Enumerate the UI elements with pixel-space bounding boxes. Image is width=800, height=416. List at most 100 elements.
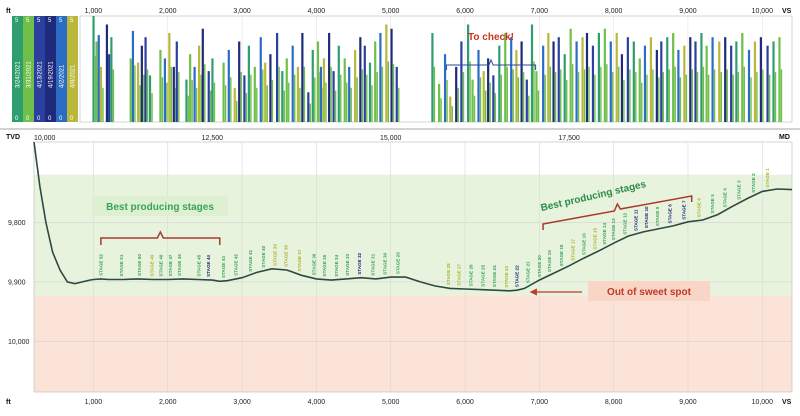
production-bar bbox=[492, 75, 495, 122]
bottom-axis-unit: ft bbox=[6, 399, 11, 406]
stage-labels: STAGE 52 STAGE 51 STAGE 50 STAGE 49 STAGE 48… bbox=[98, 168, 770, 288]
production-bar bbox=[683, 45, 686, 122]
production-bar-secondary bbox=[283, 90, 286, 122]
production-bar bbox=[455, 66, 458, 122]
best-stages-label-left: Best producing stages bbox=[106, 202, 214, 213]
production-bar-secondary bbox=[500, 74, 503, 122]
legend-date-label: 4/8/2021 bbox=[71, 64, 77, 88]
production-bar bbox=[711, 37, 714, 123]
production-bar bbox=[291, 45, 294, 122]
md-tick-label: 17,500 bbox=[558, 135, 580, 142]
production-bar bbox=[620, 54, 624, 122]
vs-tick-label: 8,000 bbox=[605, 399, 623, 406]
legend-column bbox=[23, 16, 34, 122]
production-bar bbox=[438, 83, 441, 122]
production-bar bbox=[504, 32, 507, 122]
production-bar-secondary bbox=[623, 79, 625, 122]
production-bar-secondary bbox=[350, 87, 352, 122]
production-bar-secondary bbox=[340, 74, 342, 122]
production-bar-secondary bbox=[346, 82, 348, 122]
stage-label: STAGE 14 bbox=[602, 222, 607, 244]
production-bar-secondary bbox=[278, 66, 280, 122]
best-stages-label-box bbox=[92, 196, 228, 216]
md-tick-label: 15,000 bbox=[380, 135, 402, 142]
stage-label: STAGE 39 bbox=[272, 244, 277, 266]
production-bar bbox=[569, 28, 572, 122]
production-bar bbox=[460, 41, 463, 122]
production-bar bbox=[390, 28, 393, 122]
stage-label: STAGE 32 bbox=[357, 252, 362, 274]
stage-label: STAGE 47 bbox=[168, 254, 173, 276]
production-bar bbox=[148, 75, 152, 122]
production-bar-secondary bbox=[479, 77, 482, 122]
stage-label: STAGE 46 bbox=[177, 254, 182, 276]
production-bar bbox=[547, 32, 550, 122]
production-bar-secondary bbox=[506, 66, 508, 122]
production-bar-secondary bbox=[433, 66, 436, 122]
production-bar bbox=[159, 49, 162, 122]
production-bar-secondary bbox=[236, 100, 238, 122]
production-bar bbox=[368, 62, 372, 122]
stage-label: STAGE 15 bbox=[593, 227, 598, 249]
stage-label: STAGE 9 bbox=[655, 206, 660, 226]
vs-tick-label: 7,000 bbox=[531, 399, 549, 406]
production-bar bbox=[264, 62, 267, 122]
production-bar-secondary bbox=[668, 69, 670, 122]
trajectory-plot-frame bbox=[33, 141, 793, 393]
production-bar bbox=[110, 37, 113, 123]
vs-tick-label: 2,000 bbox=[159, 399, 177, 406]
production-bar-secondary bbox=[629, 69, 631, 122]
production-bar bbox=[705, 45, 708, 122]
production-bar-secondary bbox=[334, 90, 337, 122]
production-plot-frame bbox=[79, 15, 793, 123]
stage-label: STAGE 52 bbox=[98, 254, 103, 276]
production-bar-secondary bbox=[762, 69, 764, 122]
production-bar bbox=[301, 32, 304, 122]
stage-label: STAGE 21 bbox=[526, 261, 531, 283]
stage-label: STAGE 1 bbox=[765, 168, 770, 188]
top-tick-label: 8,000 bbox=[605, 8, 623, 15]
top-tick-label: 2,000 bbox=[159, 8, 177, 15]
stage-label: STAGE 40 bbox=[261, 245, 266, 267]
production-bar bbox=[296, 66, 300, 122]
production-bar-secondary bbox=[702, 66, 705, 122]
legend-column bbox=[45, 16, 56, 122]
production-bar bbox=[643, 45, 647, 122]
production-bar-secondary bbox=[618, 66, 620, 122]
production-bar bbox=[724, 37, 727, 123]
production-bar bbox=[655, 49, 658, 122]
md-tick-label: 12,500 bbox=[202, 135, 224, 142]
production-bar-secondary bbox=[294, 74, 296, 122]
stage-label: STAGE 23 bbox=[504, 265, 509, 287]
production-bar bbox=[694, 41, 697, 122]
panel-separator bbox=[0, 128, 800, 130]
production-bar-secondary bbox=[195, 87, 198, 122]
production-bar-secondary bbox=[469, 61, 471, 122]
production-bar bbox=[449, 96, 452, 122]
production-bar-secondary bbox=[658, 77, 660, 122]
production-bar bbox=[92, 16, 95, 122]
production-bar bbox=[689, 37, 692, 123]
production-bar-secondary bbox=[462, 72, 465, 122]
production-bar bbox=[638, 58, 641, 122]
production-bar bbox=[363, 45, 366, 122]
production-bar bbox=[700, 32, 703, 122]
production-bar bbox=[379, 32, 382, 122]
stage-label: STAGE 13 bbox=[611, 218, 616, 240]
production-bar bbox=[337, 45, 340, 122]
production-bar-secondary bbox=[537, 90, 540, 122]
production-bar-secondary bbox=[457, 87, 459, 122]
vs-tick-label: 6,000 bbox=[456, 399, 474, 406]
production-bar bbox=[172, 66, 175, 122]
production-bar bbox=[105, 24, 109, 123]
production-bar bbox=[185, 79, 188, 122]
production-bar-secondary bbox=[446, 79, 448, 122]
vs-tick-label: 1,000 bbox=[85, 399, 103, 406]
production-panel: ft VS 1,000 2,000 3,000 4,000 5,000 6,000 7,00… bbox=[0, 0, 800, 130]
production-bar-secondary bbox=[303, 66, 306, 122]
sweet-spot-band bbox=[34, 174, 792, 296]
production-bar-secondary bbox=[484, 90, 487, 122]
production-bar bbox=[766, 45, 769, 122]
stage-label: STAGE 37 bbox=[297, 249, 302, 271]
